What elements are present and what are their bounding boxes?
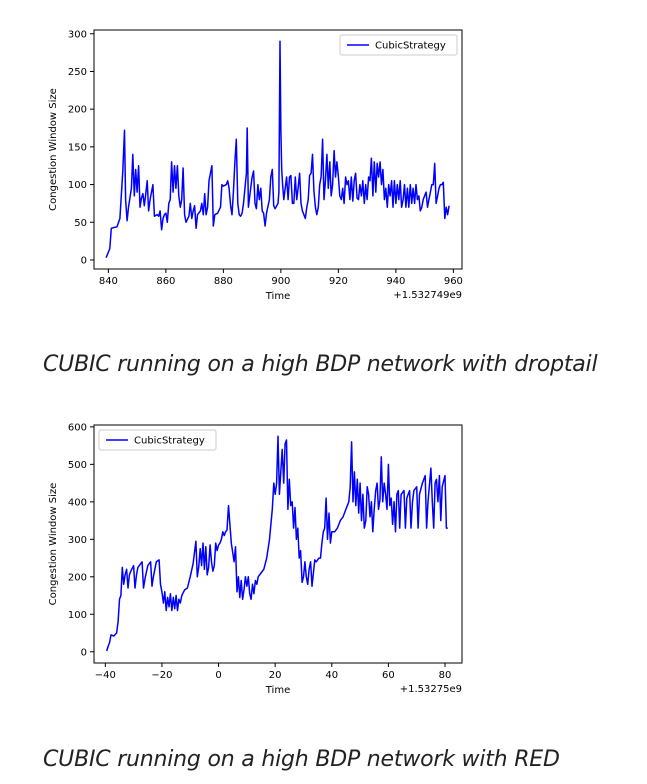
red-ytick-label: 400 xyxy=(68,497,87,508)
droptail-legend-label: CubicStrategy xyxy=(375,41,446,52)
chart-red: −40 −20 0 20 40 60 80 0 100 200 300 400 500 600 Time Co… xyxy=(0,400,647,710)
red-ytick-label: 500 xyxy=(68,460,87,471)
red-series-line xyxy=(105,435,448,652)
red-ytick-label: 600 xyxy=(68,422,87,433)
red-legend-label: CubicStrategy xyxy=(134,436,205,447)
red-xtick-label: 20 xyxy=(269,670,282,681)
droptail-series-line xyxy=(105,40,450,258)
droptail-xtick-label: 960 xyxy=(444,276,463,287)
droptail-xtick-label: 880 xyxy=(214,276,233,287)
red-xlabel: Time xyxy=(265,685,290,696)
caption-red: CUBIC running on a high BDP network with… xyxy=(43,747,560,772)
droptail-ytick-label: 150 xyxy=(68,142,87,153)
red-legend-box xyxy=(98,429,217,451)
red-xtick-label: 0 xyxy=(215,670,221,681)
red-offset-label: +1.53275e9 xyxy=(400,684,462,695)
droptail-xlabel: Time xyxy=(265,291,290,302)
droptail-ytick-label: 300 xyxy=(68,29,87,40)
droptail-xtick-label: 920 xyxy=(329,276,348,287)
caption-droptail: CUBIC running on a high BDP network with… xyxy=(43,352,598,377)
red-legend: CubicStrategy xyxy=(98,429,217,451)
red-xtick-label: −20 xyxy=(151,670,172,681)
droptail-ylabel: Congestion Window Size xyxy=(48,88,59,211)
droptail-ytick-label: 100 xyxy=(68,180,87,191)
red-xtick-label: 80 xyxy=(439,670,452,681)
chart-droptail: 840 860 880 900 920 940 960 0 50 100 150 200 250 300 T… xyxy=(0,0,647,320)
red-xtick-label: −40 xyxy=(95,670,116,681)
red-ytick-label: 300 xyxy=(68,535,87,546)
droptail-legend-box xyxy=(339,34,458,56)
droptail-xtick-label: 940 xyxy=(386,276,405,287)
red-ytick-label: 200 xyxy=(68,572,87,583)
chart-red-plot: −40 −20 0 20 40 60 80 0 100 200 300 400 500 600 Time Co… xyxy=(48,422,463,696)
droptail-ytick-label: 250 xyxy=(68,67,87,78)
droptail-offset-label: +1.532749e9 xyxy=(393,290,462,301)
droptail-plot-frame xyxy=(93,29,463,270)
droptail-ytick-label: 50 xyxy=(74,218,87,229)
chart-droptail-plot: 840 860 880 900 920 940 960 0 50 100 150 200 250 300 T… xyxy=(48,29,463,302)
red-xtick-label: 40 xyxy=(325,670,338,681)
red-ylabel: Congestion Window Size xyxy=(48,483,59,606)
droptail-xtick-label: 900 xyxy=(271,276,290,287)
droptail-xtick-label: 840 xyxy=(99,276,118,287)
droptail-ytick-label: 0 xyxy=(81,255,87,266)
droptail-xtick-label: 860 xyxy=(156,276,175,287)
red-xtick-label: 60 xyxy=(382,670,395,681)
droptail-ytick-label: 200 xyxy=(68,105,87,116)
droptail-legend: CubicStrategy xyxy=(339,34,458,56)
red-ytick-label: 100 xyxy=(68,610,87,621)
red-ytick-label: 0 xyxy=(81,647,87,658)
